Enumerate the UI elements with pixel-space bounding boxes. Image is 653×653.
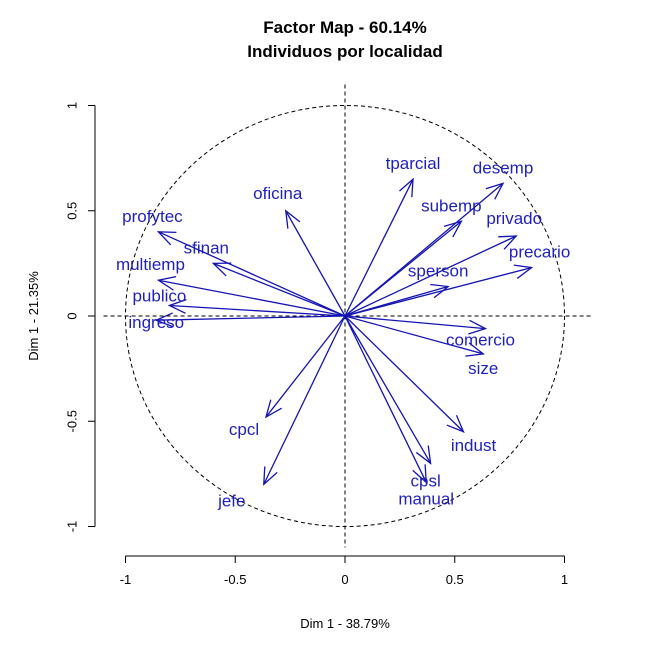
label-manual: manual bbox=[398, 489, 454, 508]
arrow-cpcl bbox=[264, 315, 346, 419]
arrow-size bbox=[344, 315, 485, 357]
chart-subtitle: Individuos por localidad bbox=[247, 42, 443, 61]
arrow-jefe bbox=[263, 315, 346, 486]
arrow-profytec bbox=[156, 231, 346, 317]
label-subemp: subemp bbox=[421, 196, 481, 215]
y-tick-label: 1 bbox=[64, 102, 79, 109]
label-profytec: profytec bbox=[122, 207, 183, 226]
label-jefe: jefe bbox=[217, 491, 245, 510]
x-tick-label: -0.5 bbox=[224, 572, 246, 587]
label-size: size bbox=[468, 359, 498, 378]
x-tick-label: 0.5 bbox=[446, 572, 464, 587]
label-sfinan: sfinan bbox=[184, 238, 229, 257]
y-tick-label: 0.5 bbox=[64, 202, 79, 220]
label-oficina: oficina bbox=[253, 184, 303, 203]
arrow-comercio bbox=[344, 315, 488, 335]
variable-labels: tparcial desemp oficina subemp privado profyt… bbox=[116, 154, 570, 510]
arrow-ingreso bbox=[154, 312, 346, 328]
label-precario: precario bbox=[509, 243, 570, 262]
arrow-multiemp bbox=[156, 275, 346, 317]
axes: -1 -0.5 0 0.5 1 -1 -0.5 0 0.5 1 bbox=[64, 102, 568, 587]
label-multiemp: multiemp bbox=[116, 255, 185, 274]
arrow-privado bbox=[344, 235, 518, 317]
label-indust: indust bbox=[451, 436, 497, 455]
y-tick-label: 0 bbox=[64, 312, 79, 319]
arrow-sfinan bbox=[211, 262, 346, 317]
label-cpsl: cpsl bbox=[410, 471, 440, 490]
label-tparcial: tparcial bbox=[386, 154, 441, 173]
arrow-tparcial bbox=[344, 177, 414, 317]
y-tick-label: -1 bbox=[64, 521, 79, 533]
arrow-precario bbox=[344, 264, 534, 317]
arrow-subemp bbox=[344, 220, 463, 317]
label-ingreso: ingreso bbox=[128, 313, 184, 332]
y-axis-label: Dim 1 - 21.35% bbox=[26, 271, 41, 361]
arrow-sperson bbox=[344, 283, 450, 317]
arrow-publico bbox=[167, 298, 346, 317]
label-sperson: sperson bbox=[408, 262, 468, 281]
arrow-cpsl bbox=[344, 315, 432, 465]
arrow-indust bbox=[344, 315, 465, 433]
label-publico: publico bbox=[132, 286, 186, 305]
label-privado: privado bbox=[486, 209, 542, 228]
x-tick-label: -1 bbox=[120, 572, 132, 587]
variable-arrows bbox=[154, 177, 534, 486]
arrow-oficina bbox=[284, 209, 346, 317]
x-axis-label: Dim 1 - 38.79% bbox=[300, 616, 390, 631]
label-desemp: desemp bbox=[473, 158, 533, 177]
chart-title: Factor Map - 60.14% bbox=[263, 18, 426, 37]
x-tick-label: 0 bbox=[341, 572, 348, 587]
arrow-manual bbox=[344, 315, 427, 484]
y-tick-label: -0.5 bbox=[64, 410, 79, 432]
x-tick-label: 1 bbox=[561, 572, 568, 587]
label-comercio: comercio bbox=[446, 331, 515, 350]
label-cpcl: cpcl bbox=[229, 420, 259, 439]
